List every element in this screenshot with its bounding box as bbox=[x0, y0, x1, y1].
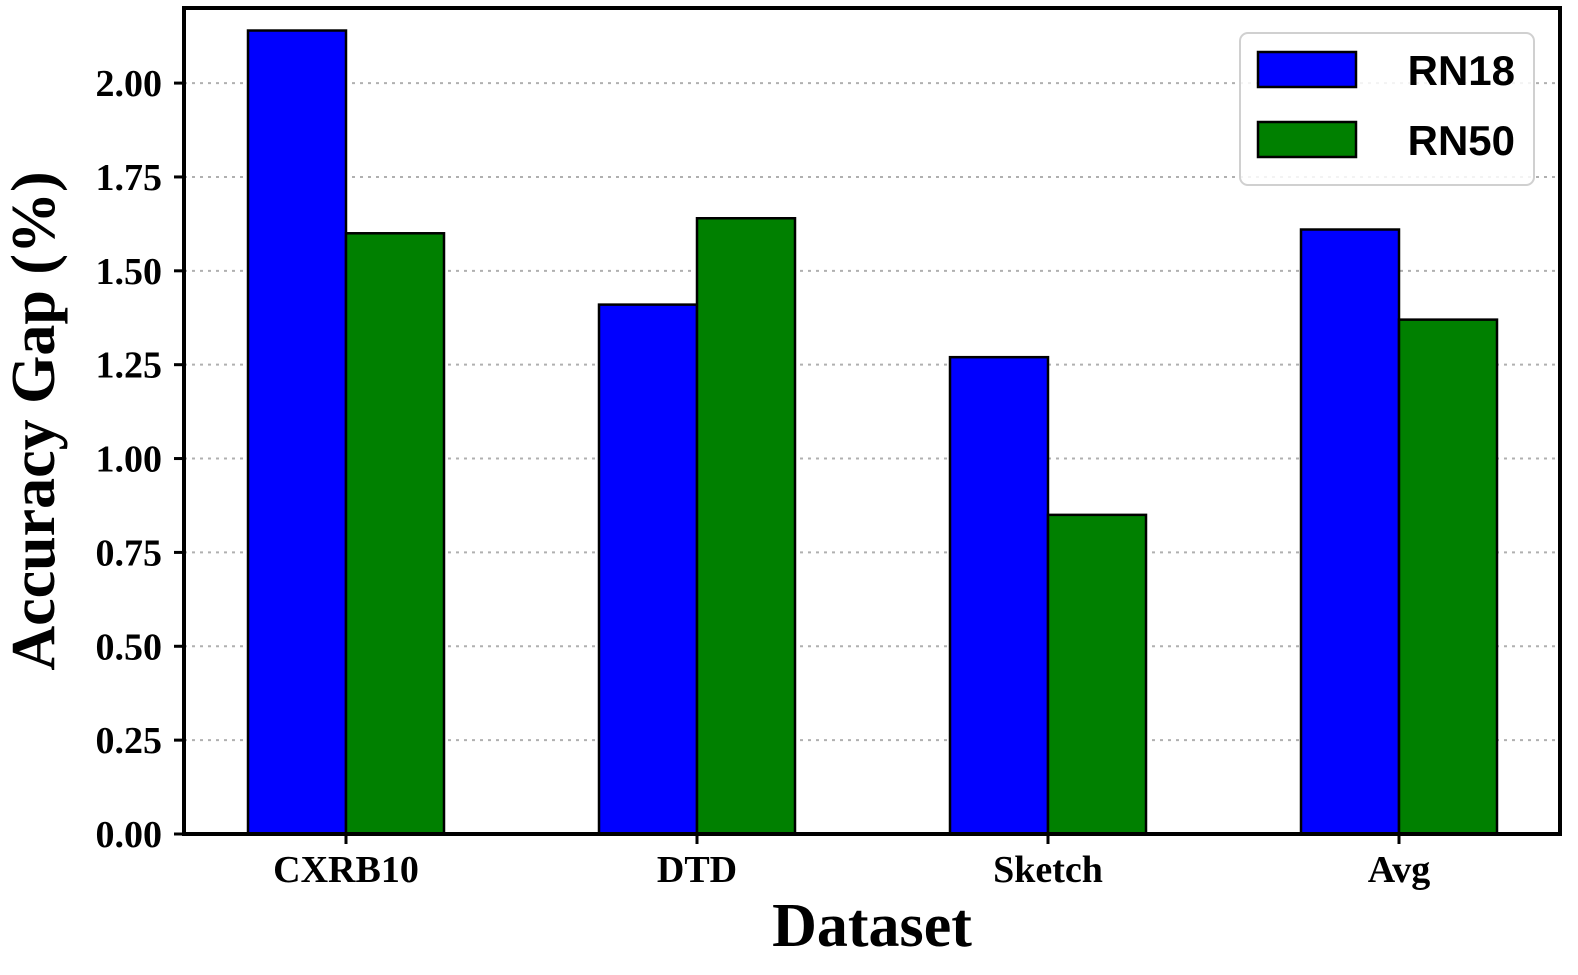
legend-label-rn18: RN18 bbox=[1408, 47, 1515, 94]
bar-rn50-cxrb10 bbox=[344, 232, 446, 836]
x-tick-label: Avg bbox=[1368, 849, 1431, 891]
y-tick-label: 0.00 bbox=[96, 814, 163, 856]
y-tick-label: 1.25 bbox=[96, 345, 163, 387]
plot-frame bbox=[182, 6, 1562, 836]
y-tick-label: 2.00 bbox=[96, 63, 163, 105]
x-tick-label: Sketch bbox=[993, 849, 1103, 891]
x-axis-title: Dataset bbox=[772, 892, 972, 960]
bar-rn18-avg bbox=[1299, 228, 1401, 836]
y-tick-label: 1.50 bbox=[96, 251, 163, 293]
x-tick-label: DTD bbox=[657, 849, 737, 891]
bar-rn50-avg bbox=[1397, 318, 1499, 836]
y-tick-label: 0.50 bbox=[96, 626, 163, 668]
y-axis-title: Accuracy Gap (%) bbox=[0, 171, 68, 670]
bars bbox=[246, 29, 1499, 836]
y-tick-label: 1.75 bbox=[96, 157, 163, 199]
x-tick-label: CXRB10 bbox=[273, 849, 419, 891]
bar-rn18-dtd bbox=[597, 303, 699, 836]
legend-label-rn50: RN50 bbox=[1408, 117, 1515, 164]
bar-rn18-cxrb10 bbox=[246, 29, 348, 836]
legend: RN18 RN50 bbox=[1239, 32, 1535, 186]
y-axis-ticks: 0.00 0.25 0.50 0.75 1.00 1.25 1.50 1.75 2.00 bbox=[96, 63, 184, 856]
y-tick-label: 0.25 bbox=[96, 720, 163, 762]
y-tick-label: 1.00 bbox=[96, 439, 163, 481]
x-axis-ticks: CXRB10 DTD Sketch Avg bbox=[273, 834, 1430, 891]
legend-swatch-rn18 bbox=[1256, 50, 1358, 89]
bar-rn50-dtd bbox=[695, 217, 797, 836]
y-tick-label: 0.75 bbox=[96, 532, 163, 574]
bar-rn50-sketch bbox=[1046, 513, 1148, 836]
bar-rn18-sketch bbox=[948, 355, 1050, 836]
legend-swatch-rn50 bbox=[1256, 120, 1358, 159]
